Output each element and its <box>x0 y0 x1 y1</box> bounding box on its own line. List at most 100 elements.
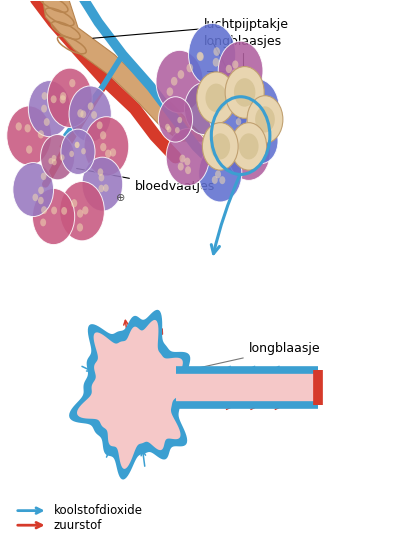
Circle shape <box>81 148 86 154</box>
Circle shape <box>202 123 238 170</box>
Text: longblaasje: longblaasje <box>191 342 320 370</box>
Circle shape <box>91 111 97 119</box>
Circle shape <box>16 122 22 130</box>
Circle shape <box>77 223 83 232</box>
Circle shape <box>213 58 220 67</box>
Circle shape <box>171 77 177 85</box>
Circle shape <box>41 206 47 214</box>
Circle shape <box>177 117 182 123</box>
Circle shape <box>216 158 222 166</box>
Circle shape <box>199 145 242 202</box>
Circle shape <box>227 123 270 180</box>
Circle shape <box>255 95 261 104</box>
Circle shape <box>218 41 263 101</box>
Circle shape <box>243 161 249 169</box>
Circle shape <box>51 207 57 214</box>
Circle shape <box>212 176 218 184</box>
Circle shape <box>69 86 111 142</box>
Circle shape <box>209 88 248 140</box>
Circle shape <box>60 92 67 101</box>
Circle shape <box>178 163 184 170</box>
Circle shape <box>100 143 106 151</box>
Polygon shape <box>41 0 208 141</box>
Circle shape <box>41 173 47 180</box>
Circle shape <box>7 106 51 166</box>
Circle shape <box>166 126 171 133</box>
Circle shape <box>251 90 257 98</box>
Text: zuurstof: zuurstof <box>53 519 102 532</box>
Circle shape <box>206 98 211 105</box>
Circle shape <box>239 133 259 160</box>
Circle shape <box>60 181 104 241</box>
Circle shape <box>97 121 103 129</box>
Circle shape <box>213 47 220 56</box>
Circle shape <box>77 209 83 217</box>
Circle shape <box>215 170 221 179</box>
Circle shape <box>198 103 203 110</box>
Circle shape <box>175 127 180 134</box>
Circle shape <box>42 92 47 100</box>
Circle shape <box>99 174 104 181</box>
Circle shape <box>234 78 255 107</box>
Circle shape <box>262 144 267 150</box>
Circle shape <box>52 159 57 166</box>
Circle shape <box>103 184 109 192</box>
Circle shape <box>26 146 32 154</box>
Text: bloedvaatje: bloedvaatje <box>193 369 322 397</box>
Circle shape <box>28 81 71 137</box>
Circle shape <box>88 102 94 110</box>
Circle shape <box>166 129 209 186</box>
Circle shape <box>98 184 104 192</box>
Circle shape <box>216 118 222 125</box>
Circle shape <box>249 114 255 122</box>
Circle shape <box>253 127 257 133</box>
Polygon shape <box>69 310 198 479</box>
Circle shape <box>185 166 191 174</box>
Circle shape <box>219 176 225 184</box>
Circle shape <box>226 65 232 73</box>
Circle shape <box>38 197 44 204</box>
Circle shape <box>13 163 53 216</box>
Circle shape <box>80 110 86 118</box>
Circle shape <box>49 158 53 164</box>
Circle shape <box>236 118 241 126</box>
Polygon shape <box>77 320 190 469</box>
Circle shape <box>247 96 283 143</box>
Text: ⊕: ⊕ <box>116 193 125 203</box>
Circle shape <box>211 133 230 160</box>
Circle shape <box>71 199 77 207</box>
Circle shape <box>84 117 129 176</box>
Circle shape <box>44 118 50 126</box>
Circle shape <box>242 156 248 164</box>
Circle shape <box>230 106 235 114</box>
Circle shape <box>75 142 80 148</box>
Circle shape <box>232 61 238 69</box>
Circle shape <box>41 105 47 113</box>
Circle shape <box>100 131 106 140</box>
Circle shape <box>231 123 266 170</box>
Circle shape <box>197 52 204 61</box>
Text: bloedvaatjes: bloedvaatjes <box>77 168 215 193</box>
Circle shape <box>165 124 170 130</box>
Circle shape <box>40 219 46 226</box>
Circle shape <box>69 79 75 87</box>
Circle shape <box>206 83 227 112</box>
Circle shape <box>235 79 279 138</box>
Circle shape <box>32 188 75 245</box>
Circle shape <box>186 64 193 72</box>
Circle shape <box>33 194 38 201</box>
Circle shape <box>266 99 272 107</box>
Circle shape <box>51 95 57 103</box>
Circle shape <box>197 72 236 124</box>
Circle shape <box>262 137 267 143</box>
Circle shape <box>105 149 111 158</box>
Circle shape <box>184 157 191 166</box>
Circle shape <box>61 129 95 174</box>
Circle shape <box>24 124 31 133</box>
Circle shape <box>222 112 227 119</box>
Circle shape <box>232 69 238 78</box>
Circle shape <box>60 154 64 161</box>
Text: longblaasjes: longblaasjes <box>204 35 282 71</box>
Text: koolstofdioxide: koolstofdioxide <box>53 504 142 517</box>
Circle shape <box>199 100 204 108</box>
